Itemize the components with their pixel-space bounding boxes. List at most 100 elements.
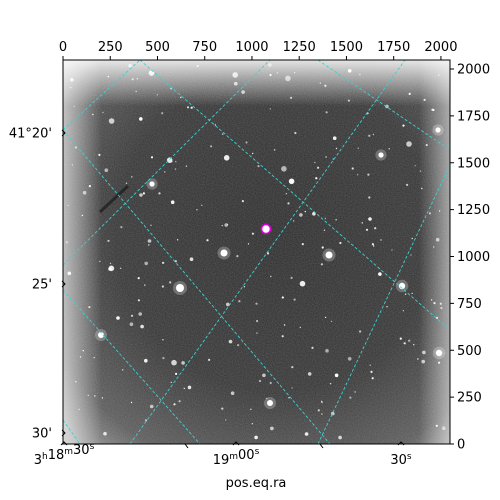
star [256,319,259,323]
star [304,210,306,213]
star [276,72,279,74]
star [410,254,412,256]
star [349,396,352,399]
ra-tick-label: 19m00s [213,447,260,468]
right-tick-label: 2000 [457,63,490,78]
star [301,243,304,246]
star [208,358,211,361]
star [428,212,432,215]
star [294,131,297,135]
star [262,373,266,378]
star [370,370,373,373]
star [321,246,324,249]
star [391,249,393,251]
star [317,166,320,169]
star [325,111,328,114]
star [347,99,350,102]
star [369,364,371,366]
star [128,63,132,68]
star [266,397,268,400]
star [103,431,107,436]
star [312,212,316,216]
star [399,337,402,340]
star [102,111,104,114]
star [178,400,181,403]
top-tick-label: 250 [98,40,123,55]
star [116,316,120,320]
star [119,267,122,269]
star [413,344,415,346]
star [148,244,150,246]
star [373,245,375,247]
star [438,74,440,76]
star [324,84,327,87]
star [135,90,137,93]
star [222,133,224,135]
star [325,349,329,353]
star [372,133,375,136]
star [210,145,213,148]
star [243,286,246,288]
star [411,237,413,240]
stars [65,63,446,440]
star [161,285,164,288]
star [281,166,287,172]
star [247,243,250,245]
star [120,226,123,229]
dec-tick-label: 25' [32,278,52,293]
star [139,193,143,197]
star [255,302,258,305]
star [408,92,411,95]
star [75,381,77,383]
star [251,232,254,235]
star [287,202,290,205]
star [439,302,442,305]
ra-tick [232,441,240,446]
right-tick-label: 1750 [457,109,490,124]
star [440,306,443,310]
star [196,64,199,68]
star [131,78,134,81]
star [435,237,440,242]
star [196,209,198,211]
star [129,322,134,327]
right-tick-label: 750 [457,297,482,312]
star [142,192,145,195]
star [190,106,193,109]
star [368,196,371,199]
star [435,316,439,319]
star [388,148,390,150]
star [92,113,94,116]
star [251,423,254,425]
top-tick-label: 500 [145,40,170,55]
star [417,358,419,360]
star [156,94,158,96]
star [269,108,271,110]
star [81,214,84,217]
star [359,330,362,333]
star [99,260,101,263]
star [186,106,190,109]
star [404,293,407,295]
star [290,276,293,279]
right-tick-label: 250 [457,391,482,406]
star [291,387,293,389]
star [228,339,233,344]
star [148,70,155,76]
top-tick-label: 1750 [377,40,410,55]
bright-star [435,349,443,357]
star [433,246,435,248]
star [234,81,238,86]
star [201,204,203,206]
star [299,326,301,329]
star [122,369,124,371]
star [104,168,109,172]
star [386,306,388,308]
star [162,339,164,341]
ra-tick [397,441,405,446]
grid-line [139,60,450,331]
star [98,153,101,156]
star [144,261,148,266]
bright-star [98,332,104,338]
star [368,134,371,137]
